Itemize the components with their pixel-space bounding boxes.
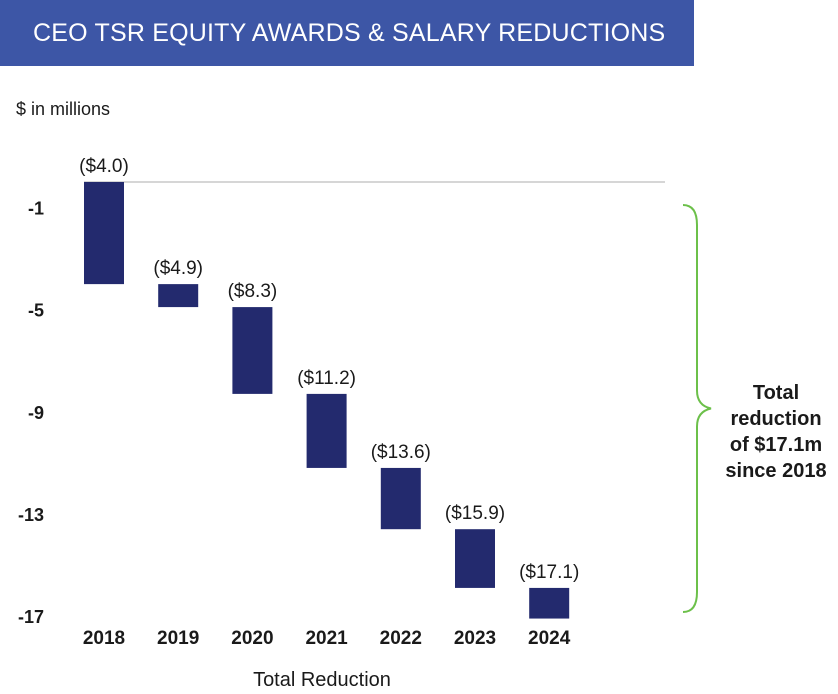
bar-2022 — [380, 467, 421, 530]
unit-label: $ in millions — [16, 99, 111, 119]
chart-title-bar: CEO TSR EQUITY AWARDS & SALARY REDUCTION… — [0, 0, 694, 66]
bar-2018 — [84, 182, 124, 285]
annotation-line: since 2018 — [725, 460, 826, 482]
x-tick-label: 2019 — [157, 628, 199, 649]
x-tick-label: 2021 — [305, 628, 348, 649]
y-tick-label: -17 — [18, 607, 44, 627]
data-label: ($15.9) — [445, 503, 505, 524]
data-label: ($11.2) — [297, 368, 356, 389]
total-reduction-brace — [682, 204, 712, 613]
y-tick-label: -13 — [18, 505, 44, 525]
bar-2023 — [455, 529, 495, 588]
annotation-line: reduction — [730, 408, 821, 430]
y-tick-label: -1 — [28, 199, 44, 219]
x-tick-label: 2018 — [83, 628, 125, 649]
y-tick-label: -9 — [28, 403, 44, 423]
data-label: ($4.9) — [153, 258, 203, 279]
data-label: ($13.6) — [371, 442, 431, 463]
x-tick-label: 2023 — [454, 628, 496, 649]
annotation-line: Total — [753, 382, 799, 404]
data-label: ($17.1) — [519, 562, 579, 583]
chart-title: CEO TSR EQUITY AWARDS & SALARY REDUCTION… — [33, 18, 666, 47]
data-label: ($4.0) — [79, 156, 129, 177]
data-label: ($8.3) — [228, 281, 278, 302]
x-tick-label: 2024 — [528, 628, 571, 649]
annotation-line: of $17.1m — [730, 434, 822, 456]
bar-2020 — [232, 307, 273, 394]
y-tick-label: -5 — [28, 301, 44, 321]
x-axis-label: Total Reduction — [253, 669, 391, 691]
bar-2021 — [306, 393, 347, 468]
x-tick-label: 2020 — [231, 628, 273, 649]
bar-2019 — [158, 284, 199, 308]
bar-2024 — [529, 587, 570, 619]
x-tick-label: 2022 — [380, 628, 422, 649]
